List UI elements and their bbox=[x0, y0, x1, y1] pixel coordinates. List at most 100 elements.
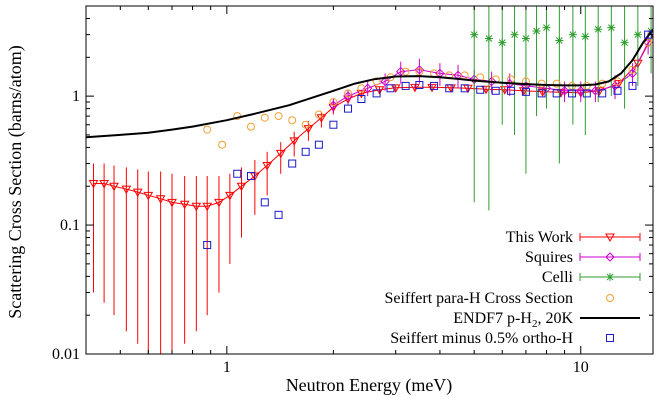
data-point bbox=[357, 84, 366, 93]
data-point bbox=[499, 86, 510, 95]
data-point bbox=[620, 38, 629, 47]
data-point bbox=[410, 83, 420, 93]
data-point bbox=[476, 85, 485, 94]
data-point bbox=[329, 120, 338, 129]
series-3 bbox=[203, 38, 653, 149]
data-point bbox=[343, 91, 353, 101]
data-point bbox=[314, 140, 323, 149]
data-point bbox=[344, 104, 353, 113]
axes-layer: 1 10 0.01 0.1 1 bbox=[52, 6, 653, 376]
data-point bbox=[143, 191, 154, 201]
data-point bbox=[233, 169, 242, 178]
data-point bbox=[344, 89, 353, 98]
data-point bbox=[372, 89, 381, 98]
data-point bbox=[430, 81, 439, 90]
data-point bbox=[613, 77, 622, 86]
series-connector bbox=[93, 34, 653, 207]
data-point bbox=[225, 191, 235, 201]
data-point bbox=[214, 198, 224, 208]
data-point bbox=[559, 86, 570, 96]
x-tick-label: 10 bbox=[573, 359, 589, 376]
legend-label: ENDF7 p-H2, 20K bbox=[453, 310, 573, 330]
data-point bbox=[357, 94, 366, 103]
x-tick-label: 1 bbox=[223, 359, 231, 376]
data-point bbox=[510, 30, 519, 39]
data-point bbox=[633, 30, 642, 39]
data-point bbox=[415, 80, 424, 89]
data-point bbox=[401, 67, 410, 76]
data-point bbox=[568, 89, 577, 98]
series-4 bbox=[86, 28, 653, 139]
data-point bbox=[598, 89, 607, 98]
data-point bbox=[218, 140, 227, 149]
data-point bbox=[155, 195, 166, 204]
data-point bbox=[121, 185, 132, 195]
data-point bbox=[521, 87, 530, 96]
legend-swatch bbox=[606, 334, 614, 342]
data-point bbox=[288, 159, 297, 168]
legend-item: Squires bbox=[525, 249, 641, 266]
data-point bbox=[594, 87, 605, 96]
data-point bbox=[555, 36, 564, 45]
y-axis-title: Scattering Cross Section (barns/atom) bbox=[5, 45, 26, 318]
data-point bbox=[537, 79, 546, 88]
data-point bbox=[289, 137, 300, 146]
data-point bbox=[415, 67, 424, 76]
data-point bbox=[109, 182, 119, 192]
legend-label: Celli bbox=[542, 269, 574, 286]
data-point bbox=[275, 149, 286, 159]
y-tick-label: 0.1 bbox=[60, 217, 80, 234]
data-point bbox=[427, 83, 437, 93]
legend-item: This Work bbox=[506, 229, 641, 246]
plot-frame bbox=[85, 5, 654, 355]
data-point bbox=[132, 188, 143, 198]
data-point bbox=[203, 125, 212, 134]
data-point bbox=[236, 182, 247, 192]
data-point bbox=[498, 38, 507, 47]
series-5 bbox=[203, 30, 653, 250]
x-axis-title: Neutron Energy (meV) bbox=[286, 375, 453, 396]
data-point bbox=[246, 172, 255, 181]
legend-swatch bbox=[605, 233, 615, 243]
data-point bbox=[491, 86, 500, 95]
data-point bbox=[532, 26, 541, 35]
data-point bbox=[301, 120, 310, 129]
data-point bbox=[386, 84, 395, 93]
data-point bbox=[99, 180, 109, 189]
data-point bbox=[568, 30, 577, 39]
data-point bbox=[414, 65, 425, 75]
data-point bbox=[262, 161, 273, 171]
data-point bbox=[552, 89, 561, 98]
series-0 bbox=[88, 27, 653, 354]
legend-swatch bbox=[606, 294, 614, 302]
series-2 bbox=[470, 6, 653, 211]
data-point bbox=[314, 110, 323, 119]
legend-item: ENDF7 p-H2, 20K bbox=[453, 310, 640, 330]
legend-swatch bbox=[605, 252, 615, 262]
data-point bbox=[167, 198, 177, 208]
legend-item: Seiffert minus 0.5% ortho-H bbox=[390, 330, 614, 347]
data-point bbox=[582, 89, 591, 98]
data-point bbox=[628, 65, 637, 74]
data-point bbox=[260, 113, 269, 122]
data-point bbox=[460, 84, 469, 93]
series-line bbox=[86, 28, 653, 139]
data-point bbox=[537, 89, 546, 98]
y-tick-label: 1 bbox=[72, 88, 80, 105]
data-point bbox=[594, 25, 603, 34]
legend-label: Seiffert minus 0.5% ortho-H bbox=[390, 330, 573, 347]
data-point bbox=[506, 86, 515, 95]
data-point bbox=[329, 98, 338, 107]
series-1 bbox=[328, 32, 653, 113]
legend-item: Celli bbox=[542, 269, 641, 286]
legend-item: Seiffert para-H Cross Section bbox=[384, 290, 614, 307]
data-point bbox=[401, 81, 410, 90]
data-point bbox=[88, 180, 99, 189]
data-point bbox=[191, 202, 202, 212]
data-layer bbox=[86, 6, 653, 354]
data-point bbox=[301, 147, 310, 156]
data-point bbox=[552, 79, 561, 88]
data-point bbox=[288, 116, 297, 125]
